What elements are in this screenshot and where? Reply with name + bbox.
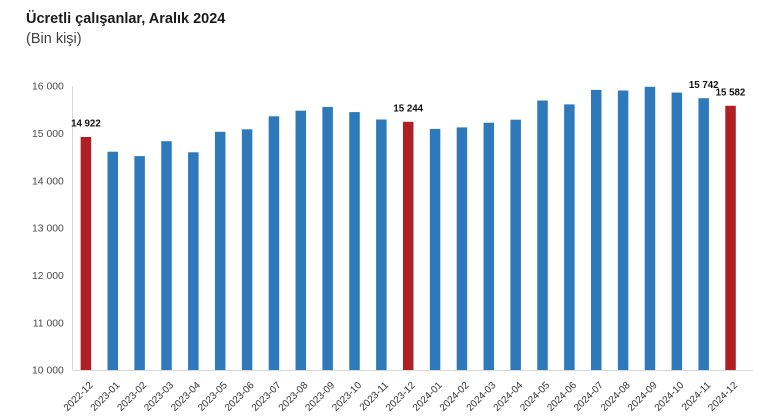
svg-text:12 000: 12 000	[32, 271, 64, 282]
svg-text:14 000: 14 000	[32, 176, 64, 187]
svg-text:10 000: 10 000	[32, 366, 64, 377]
svg-text:14 922: 14 922	[71, 119, 101, 130]
svg-text:11 000: 11 000	[33, 318, 64, 329]
svg-text:15 742: 15 742	[689, 80, 719, 91]
svg-text:15 000: 15 000	[32, 129, 64, 140]
svg-text:16 000: 16 000	[32, 82, 64, 93]
svg-text:15 582: 15 582	[716, 88, 746, 99]
svg-text:15 244: 15 244	[393, 104, 423, 115]
svg-text:13 000: 13 000	[32, 224, 64, 235]
